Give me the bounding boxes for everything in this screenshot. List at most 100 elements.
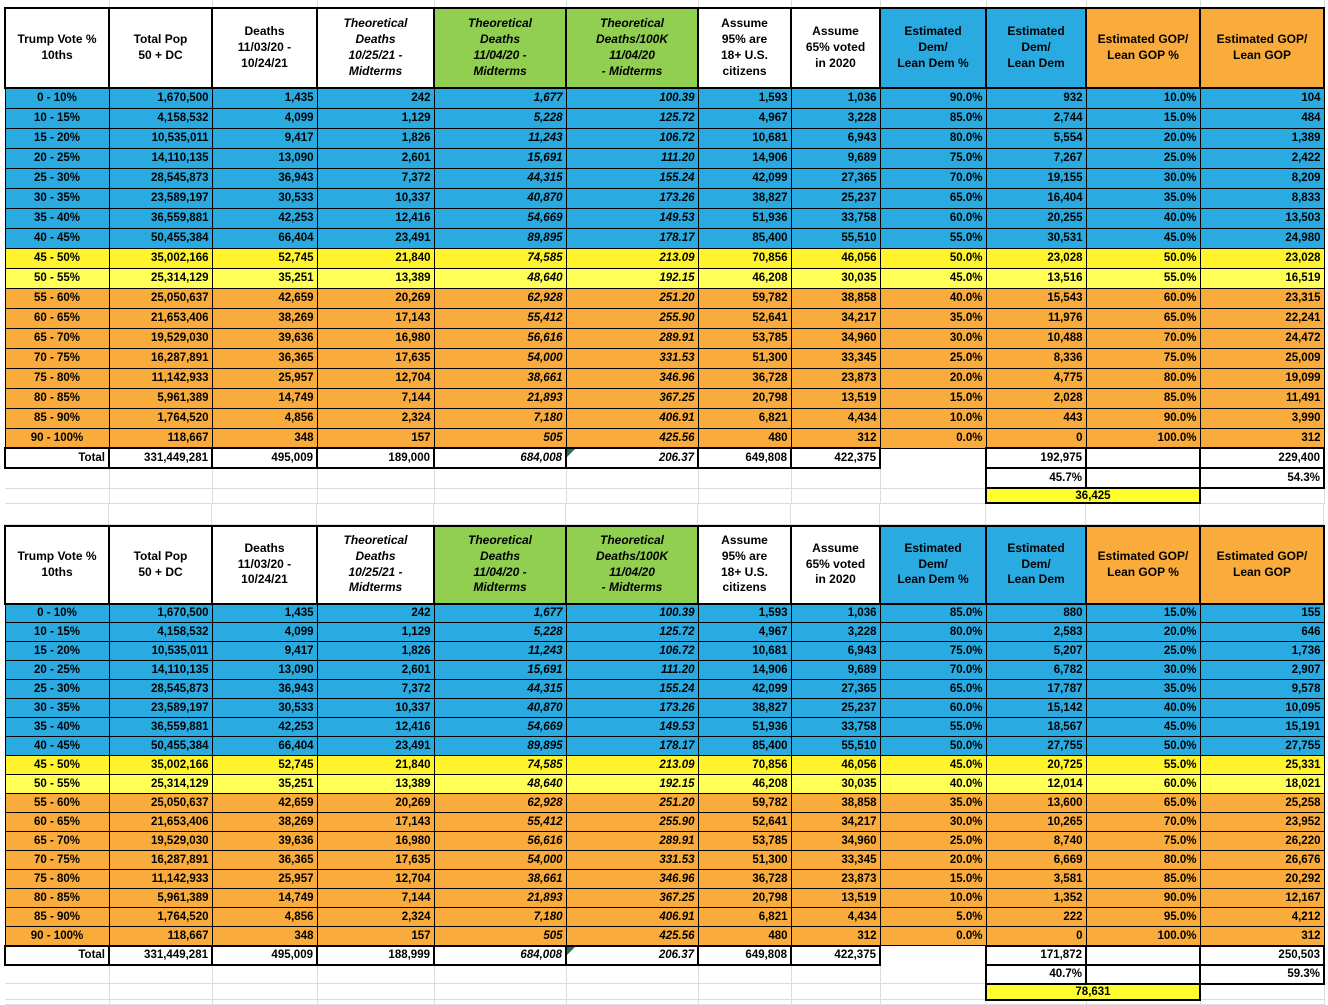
cell[interactable]: 25,957	[211, 367, 318, 389]
spacer-cell[interactable]	[1085, 447, 1201, 469]
cell[interactable]: 20.0%	[879, 367, 987, 389]
cell[interactable]: 39,636	[211, 327, 318, 349]
row-label-cell[interactable]: 50 - 55%	[4, 267, 110, 289]
cell[interactable]: 20,269	[316, 287, 435, 309]
empty-cell[interactable]	[1200, 999, 1325, 1005]
cell[interactable]: 70.0%	[1085, 812, 1201, 832]
cell[interactable]: 23,873	[790, 869, 881, 889]
cell[interactable]: 59,782	[697, 793, 792, 813]
cell[interactable]: 1,826	[316, 127, 435, 149]
cell[interactable]: 16,287,891	[108, 347, 213, 369]
total-cell[interactable]: 649,808	[697, 944, 792, 966]
cell[interactable]: 36,943	[211, 679, 318, 699]
cell[interactable]: 255.90	[565, 812, 699, 832]
gop-total-cell[interactable]: 229,400	[1199, 447, 1325, 469]
column-header[interactable]: Theoretical Deaths 10/25/21 - Midterms	[316, 524, 435, 605]
cell[interactable]: 213.09	[565, 247, 699, 269]
cell[interactable]: 13,600	[985, 793, 1087, 813]
total-cell[interactable]: 422,375	[790, 944, 881, 966]
row-label-cell[interactable]: 70 - 75%	[4, 347, 110, 369]
empty-cell[interactable]	[566, 983, 699, 1000]
row-label-cell[interactable]: 15 - 20%	[4, 127, 110, 149]
cell[interactable]: 13,090	[211, 660, 318, 680]
empty-cell[interactable]	[791, 964, 881, 984]
cell[interactable]: 59,782	[697, 287, 792, 309]
cell[interactable]: 9,689	[790, 660, 881, 680]
row-label-cell[interactable]: 0 - 10%	[4, 603, 110, 623]
cell[interactable]: 367.25	[565, 387, 699, 409]
cell[interactable]: 11,491	[1199, 387, 1325, 409]
cell[interactable]: 36,365	[211, 347, 318, 369]
cell[interactable]: 7,372	[316, 679, 435, 699]
cell[interactable]: 15.0%	[879, 387, 987, 409]
row-label-cell[interactable]: 85 - 90%	[4, 907, 110, 927]
cell[interactable]: 10,535,011	[108, 127, 213, 149]
empty-cell[interactable]	[317, 999, 435, 1005]
cell[interactable]: 46,208	[697, 774, 792, 794]
cell[interactable]: 1,677	[433, 87, 567, 109]
cell[interactable]: 36,559,881	[108, 717, 213, 737]
cell[interactable]: 42,253	[211, 207, 318, 229]
cell[interactable]: 30.0%	[1085, 167, 1201, 189]
row-label-cell[interactable]: 60 - 65%	[4, 307, 110, 329]
row-label-cell[interactable]: 65 - 70%	[4, 831, 110, 851]
cell[interactable]: 125.72	[565, 107, 699, 129]
cell[interactable]: 45.0%	[879, 267, 987, 289]
row-label-cell[interactable]: 15 - 20%	[4, 641, 110, 661]
cell[interactable]: 0.0%	[879, 427, 987, 449]
cell[interactable]: 23,589,197	[108, 698, 213, 718]
cell[interactable]: 42,253	[211, 717, 318, 737]
empty-cell[interactable]	[1200, 0, 1325, 9]
cell[interactable]: 155.24	[565, 167, 699, 189]
column-header[interactable]: Theoretical Deaths/100K 11/04/20 - Midte…	[565, 7, 699, 89]
cell[interactable]: 2,422	[1199, 147, 1325, 169]
cell[interactable]: 10.0%	[879, 407, 987, 429]
cell[interactable]: 50.0%	[1085, 247, 1201, 269]
cell[interactable]: 4,434	[790, 407, 881, 429]
cell[interactable]: 10,337	[316, 698, 435, 718]
cell[interactable]: 51,300	[697, 347, 792, 369]
cell[interactable]: 2,601	[316, 147, 435, 169]
cell[interactable]: 55,412	[433, 307, 567, 329]
cell[interactable]: 4,158,532	[108, 107, 213, 129]
total-cell[interactable]: 189,000	[316, 447, 435, 469]
empty-cell[interactable]	[1200, 488, 1325, 504]
cell[interactable]: 7,267	[985, 147, 1087, 169]
column-header[interactable]: Assume 95% are 18+ U.S. citizens	[697, 524, 792, 605]
empty-cell[interactable]	[1199, 504, 1324, 525]
cell[interactable]: 38,827	[697, 698, 792, 718]
cell[interactable]: 60.0%	[1085, 287, 1201, 309]
cell[interactable]: 15,691	[433, 147, 567, 169]
cell[interactable]: 505	[433, 427, 567, 449]
cell[interactable]: 4,434	[790, 907, 881, 927]
empty-cell[interactable]	[986, 0, 1087, 9]
cell[interactable]: 5,228	[433, 107, 567, 129]
cell[interactable]: 12,167	[1199, 888, 1325, 908]
cell[interactable]: 51,936	[697, 717, 792, 737]
cell[interactable]: 23,491	[316, 227, 435, 249]
cell[interactable]: 178.17	[565, 227, 699, 249]
cell[interactable]: 35,251	[211, 267, 318, 289]
cell[interactable]: 14,906	[697, 660, 792, 680]
cell[interactable]: 80.0%	[1085, 850, 1201, 870]
column-header[interactable]: Trump Vote % 10ths	[4, 524, 110, 605]
cell[interactable]: 222	[985, 907, 1087, 927]
cell[interactable]: 40.0%	[1085, 207, 1201, 229]
cell[interactable]: 25,314,129	[108, 267, 213, 289]
cell[interactable]: 25,050,637	[108, 793, 213, 813]
cell[interactable]: 505	[433, 926, 567, 946]
cell[interactable]: 480	[697, 427, 792, 449]
column-header[interactable]: Assume 95% are 18+ U.S. citizens	[697, 7, 792, 89]
cell[interactable]: 12,416	[316, 717, 435, 737]
empty-cell[interactable]	[109, 488, 213, 504]
cell[interactable]: 70.0%	[879, 167, 987, 189]
cell[interactable]: 2,324	[316, 407, 435, 429]
cell[interactable]: 331.53	[565, 850, 699, 870]
cell[interactable]: 65.0%	[1085, 307, 1201, 329]
cell[interactable]: 289.91	[565, 327, 699, 349]
cell[interactable]: 12,704	[316, 869, 435, 889]
empty-cell[interactable]	[1086, 999, 1201, 1005]
empty-cell[interactable]	[985, 504, 1086, 525]
empty-cell[interactable]	[211, 504, 317, 525]
cell[interactable]: 75.0%	[1085, 347, 1201, 369]
